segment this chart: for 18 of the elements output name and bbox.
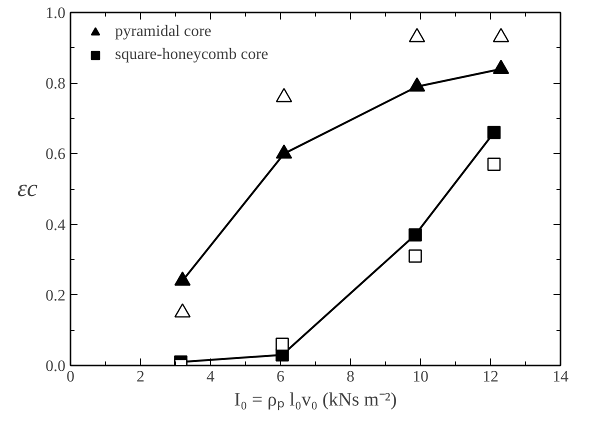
y-tick-label: 0.0 bbox=[46, 358, 66, 375]
legend-label: pyramidal core bbox=[115, 23, 212, 41]
x-tick-label: 10 bbox=[412, 368, 428, 386]
legend-label: square-honeycomb core bbox=[115, 46, 268, 64]
x-tick-label: 8 bbox=[346, 368, 354, 386]
x-tick-label: 2 bbox=[136, 368, 144, 386]
y-axis-title: εc bbox=[17, 176, 38, 202]
x-tick-label: 12 bbox=[482, 368, 498, 386]
x-tick-label: 14 bbox=[552, 368, 568, 386]
y-tick-label: 0.6 bbox=[46, 146, 66, 164]
x-tick-label: 0 bbox=[66, 368, 74, 386]
y-tick-label: 0.4 bbox=[46, 216, 66, 234]
x-tick-label: 6 bbox=[276, 368, 284, 386]
y-tick-label: 0.8 bbox=[46, 76, 66, 93]
y-tick-label: 1.0 bbox=[46, 5, 66, 22]
x-axis-title: I₀ = ρₚ l₀v₀ (kNs m⁻²) bbox=[234, 390, 397, 410]
y-tick-label: 0.2 bbox=[46, 287, 66, 304]
x-tick-label: 4 bbox=[206, 368, 214, 386]
